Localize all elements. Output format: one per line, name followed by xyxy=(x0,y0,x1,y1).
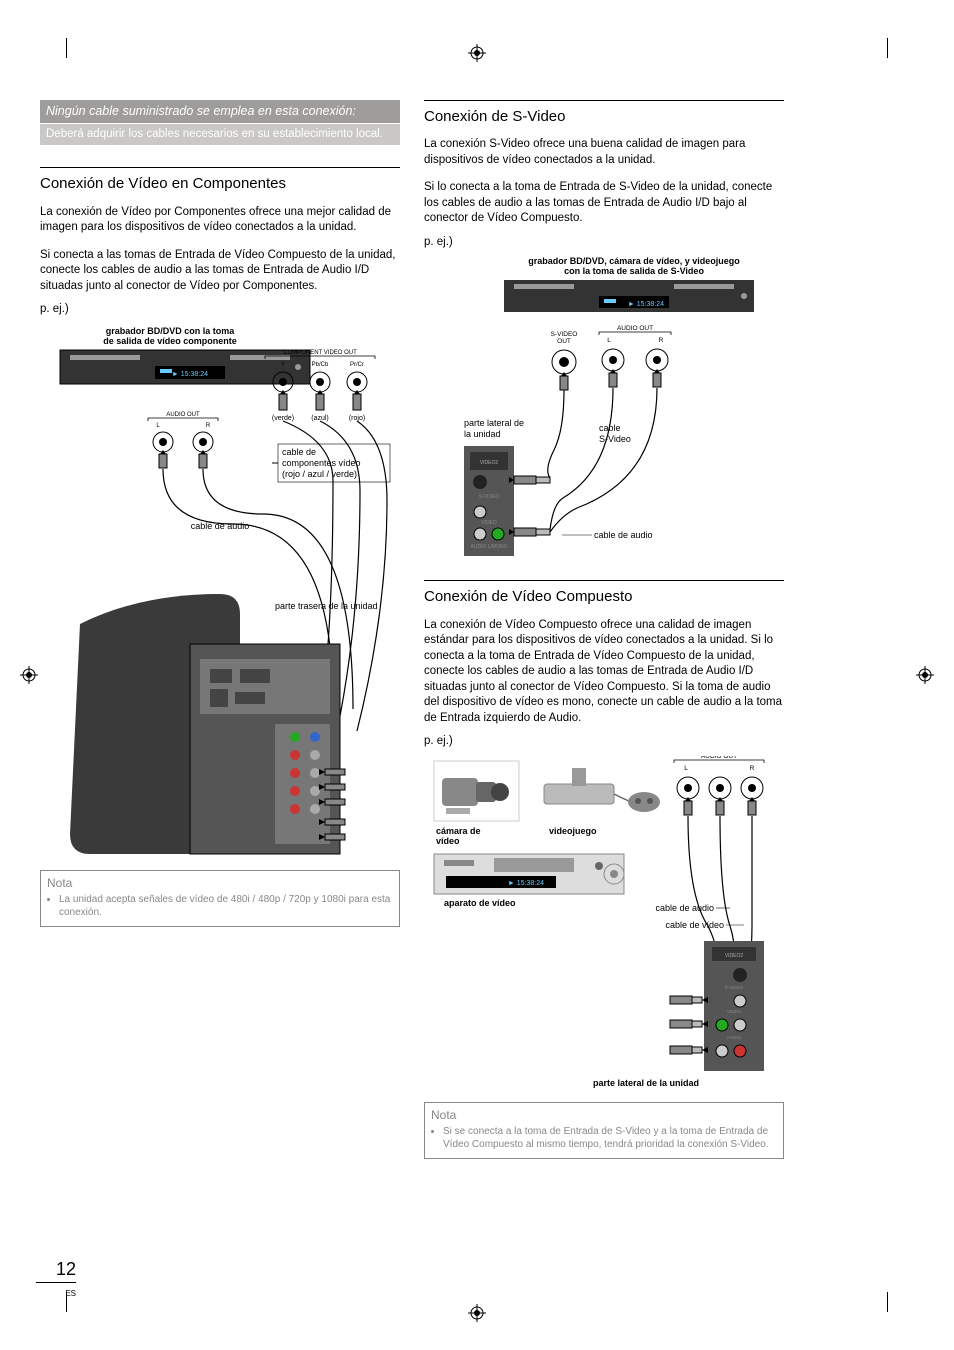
nota-title: Nota xyxy=(47,875,393,891)
svg-text:S-VIDEO: S-VIDEO xyxy=(551,331,578,338)
svg-text:cable de: cable de xyxy=(282,447,316,457)
svg-text:vídeo: vídeo xyxy=(436,836,460,846)
svg-text:R: R xyxy=(206,423,211,429)
body-text: La conexión de Vídeo Compuesto ofrece un… xyxy=(424,618,784,727)
svg-text:la unidad: la unidad xyxy=(464,429,501,439)
svg-text:parte lateral de: parte lateral de xyxy=(464,418,524,428)
svg-text:COMPONENT VIDEO OUT: COMPONENT VIDEO OUT xyxy=(283,350,357,356)
svg-text:cable de audio: cable de audio xyxy=(594,530,653,540)
svg-text:Y: Y xyxy=(281,362,285,368)
svg-text:cable de audio: cable de audio xyxy=(191,521,250,531)
nota-list: La unidad acepta señales de vídeo de 480… xyxy=(47,893,393,920)
right-column: Conexión de S-Video La conexión S-Video … xyxy=(424,100,784,1159)
svg-text:► 15:38:24: ► 15:38:24 xyxy=(508,880,544,887)
example-label: p. ej.) xyxy=(40,302,400,318)
svg-text:VIDEO2: VIDEO2 xyxy=(725,953,744,959)
page-number: 12 ES xyxy=(36,1257,76,1300)
svg-text:► 15:38:24: ► 15:38:24 xyxy=(628,301,664,308)
svg-text:AUDIO: AUDIO xyxy=(727,1035,742,1040)
nota-box: Nota La unidad acepta señales de vídeo d… xyxy=(40,870,400,927)
svg-text:cable de vídeo: cable de vídeo xyxy=(665,920,724,930)
svg-text:L: L xyxy=(607,337,611,344)
svg-text:S-VIDEO: S-VIDEO xyxy=(725,985,744,990)
section-heading-svideo: Conexión de S-Video xyxy=(424,107,784,129)
svg-text:OUT: OUT xyxy=(557,338,571,345)
svg-text:Pr/Cr: Pr/Cr xyxy=(350,362,364,368)
svg-text:S-Video: S-Video xyxy=(599,434,631,444)
body-text: La conexión de Vídeo por Componentes ofr… xyxy=(40,205,400,236)
body-text: Si lo conecta a la toma de Entrada de S-… xyxy=(424,180,784,227)
callout-subtitle: Deberá adquirir los cables necesarios en… xyxy=(40,124,400,146)
body-text: Si conecta a las tomas de Entrada de Víd… xyxy=(40,248,400,295)
nota-title: Nota xyxy=(431,1107,777,1123)
svg-text:grabador BD/DVD, cámara de víd: grabador BD/DVD, cámara de vídeo, y vide… xyxy=(528,256,740,266)
page-content: Ningún cable suministrado se emplea en e… xyxy=(40,100,784,1159)
page-number-value: 12 xyxy=(36,1257,76,1283)
nota-item: La unidad acepta señales de vídeo de 480… xyxy=(59,893,393,920)
svg-text:R: R xyxy=(659,337,664,344)
registration-mark-icon xyxy=(468,44,486,62)
svg-text:cámara de: cámara de xyxy=(436,826,481,836)
left-column: Ningún cable suministrado se emplea en e… xyxy=(40,100,400,1159)
svg-text:Pb/Cb: Pb/Cb xyxy=(312,362,329,368)
component-video-diagram: grabador BD/DVD con la toma de salida de… xyxy=(40,324,400,864)
svg-text:con la toma de salida de S-Vid: con la toma de salida de S-Video xyxy=(564,266,704,276)
composite-diagram: cámara de vídeo videojuego AUDIO OUT L R xyxy=(424,756,784,1096)
svg-text:AUDIO OUT: AUDIO OUT xyxy=(166,412,200,418)
svg-text:de salida de vídeo componente: de salida de vídeo componente xyxy=(103,336,237,346)
example-label: p. ej.) xyxy=(424,235,784,251)
section-heading-component: Conexión de Vídeo en Componentes xyxy=(40,174,400,196)
svg-text:(rojo / azul / verde): (rojo / azul / verde) xyxy=(282,469,357,479)
registration-mark-icon xyxy=(468,1304,486,1322)
example-label: p. ej.) xyxy=(424,734,784,750)
svideo-diagram: grabador BD/DVD, cámara de vídeo, y vide… xyxy=(424,256,784,566)
page-lang: ES xyxy=(65,1289,76,1298)
registration-mark-icon xyxy=(20,666,38,684)
svg-text:VIDEO: VIDEO xyxy=(727,1009,742,1014)
svg-text:VIDEO: VIDEO xyxy=(481,520,497,526)
svg-text:grabador BD/DVD con la toma: grabador BD/DVD con la toma xyxy=(106,326,236,336)
svg-text:aparato de vídeo: aparato de vídeo xyxy=(444,898,516,908)
svg-text:(verde): (verde) xyxy=(272,415,294,422)
svg-text:videojuego: videojuego xyxy=(549,826,597,836)
svg-text:AUDIO L/MONO: AUDIO L/MONO xyxy=(471,544,508,550)
body-text: La conexión S-Video ofrece una buena cal… xyxy=(424,137,784,168)
nota-box: Nota Si se conecta a la toma de Entrada … xyxy=(424,1102,784,1159)
svg-text:componentes vídeo: componentes vídeo xyxy=(282,458,361,468)
svg-text:parte lateral de la unidad: parte lateral de la unidad xyxy=(593,1078,699,1088)
svg-text:L: L xyxy=(156,423,160,429)
svg-text:S-VIDEO: S-VIDEO xyxy=(479,494,500,500)
svg-text:parte trasera de la unidad: parte trasera de la unidad xyxy=(275,601,378,611)
svg-text:cable de audio: cable de audio xyxy=(655,903,714,913)
svg-text:► 15:38:24: ► 15:38:24 xyxy=(172,371,208,378)
svg-text:AUDIO OUT: AUDIO OUT xyxy=(701,756,737,760)
section-heading-composite: Conexión de Vídeo Compuesto xyxy=(424,587,784,609)
callout-title: Ningún cable suministrado se emplea en e… xyxy=(40,100,400,123)
svg-text:R: R xyxy=(750,765,755,772)
svg-text:(rojo): (rojo) xyxy=(349,415,365,422)
svg-text:L: L xyxy=(684,765,688,772)
nota-list: Si se conecta a la toma de Entrada de S-… xyxy=(431,1125,777,1152)
registration-mark-icon xyxy=(916,666,934,684)
svg-text:VIDEO2: VIDEO2 xyxy=(480,460,499,466)
svg-text:cable: cable xyxy=(599,423,621,433)
svg-text:(azul): (azul) xyxy=(311,415,329,422)
svg-text:AUDIO OUT: AUDIO OUT xyxy=(617,325,653,332)
nota-item: Si se conecta a la toma de Entrada de S-… xyxy=(443,1125,777,1152)
